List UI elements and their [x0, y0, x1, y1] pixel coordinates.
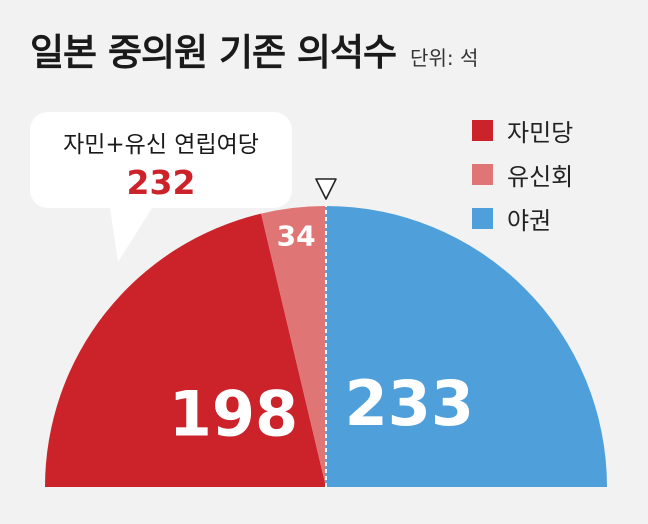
callout-pointer — [110, 208, 152, 262]
wedge-1 — [45, 213, 326, 487]
wedge-3 — [325, 205, 607, 487]
legend-swatch — [472, 163, 493, 185]
legend-swatch — [472, 207, 493, 229]
chart-title: 일본 중의원 기존 의석수 — [30, 31, 397, 74]
legend-label: 자민당 — [507, 118, 574, 147]
coalition-callout: 자민+유신 연립여당 232 — [30, 112, 292, 208]
callout-value: 232 — [126, 163, 196, 202]
data-label: 198 — [169, 377, 298, 450]
legend-item: 야권 — [472, 196, 573, 240]
majority-marker-icon — [315, 178, 337, 200]
callout-label: 자민+유신 연립여당 — [63, 132, 259, 158]
legend-item: 유신회 — [472, 152, 573, 196]
data-label: 34 — [277, 219, 316, 252]
legend-item: 자민당 — [472, 108, 573, 152]
data-label: 233 — [345, 367, 474, 440]
legend-swatch — [472, 119, 493, 141]
legend: 자민당 유신회 야권 — [472, 108, 573, 240]
chart-header: 일본 중의원 기존 의석수 단위: 석 — [30, 22, 478, 76]
legend-label: 유신회 — [507, 162, 574, 191]
wedge-2 — [261, 206, 326, 488]
legend-label: 야권 — [507, 206, 552, 235]
unit-label: 단위: 석 — [410, 46, 479, 70]
